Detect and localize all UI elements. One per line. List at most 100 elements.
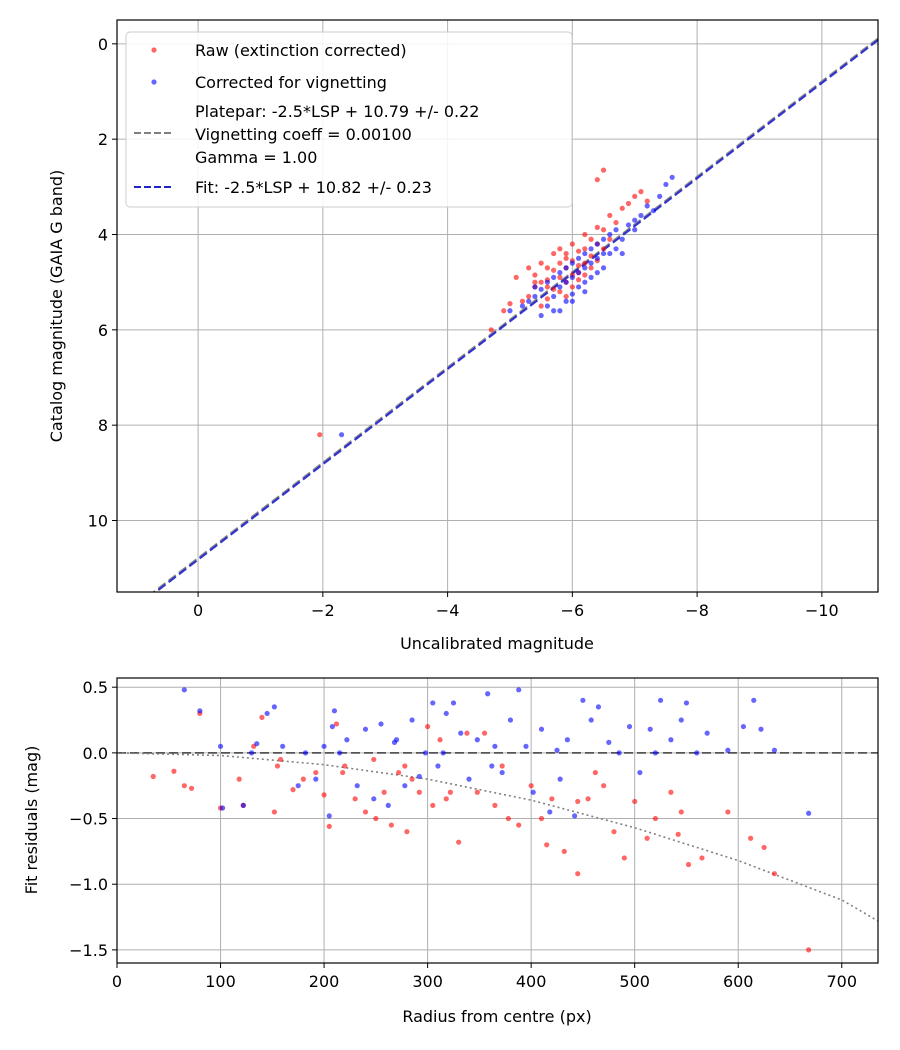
- top-point-corrected: [569, 298, 575, 304]
- top-point-corrected: [638, 212, 644, 219]
- bottom-point-corrected: [458, 730, 464, 736]
- bottom-point-raw: [611, 829, 617, 835]
- bottom-point-raw: [171, 768, 177, 774]
- bottom-point-corrected: [435, 763, 441, 769]
- top-point-raw: [588, 236, 594, 242]
- bottom-x-axis-label: Radius from centre (px): [402, 1007, 591, 1026]
- top-point-raw: [625, 200, 632, 207]
- bottom-point-raw: [437, 737, 443, 743]
- bottom-point-raw: [516, 822, 522, 828]
- top-point-corrected: [613, 227, 619, 233]
- bottom-point-corrected: [580, 697, 586, 703]
- bottom-point-raw: [236, 776, 242, 782]
- bottom-point-corrected: [740, 723, 747, 730]
- bottom-point-raw: [340, 769, 346, 776]
- top-point-raw: [532, 272, 538, 278]
- bottom-point-corrected: [557, 776, 563, 782]
- bottom-point-corrected: [647, 726, 653, 732]
- top-point-corrected: [613, 246, 619, 252]
- top-point-raw: [317, 432, 323, 438]
- bottom-point-raw: [699, 855, 705, 861]
- top-point-corrected: [526, 298, 532, 304]
- bottom-x-tick-label: 300: [412, 972, 443, 991]
- bottom-x-tick-label: 400: [516, 972, 547, 991]
- bottom-point-corrected: [668, 737, 674, 743]
- bottom-point-raw: [685, 861, 692, 868]
- bottom-point-corrected: [378, 721, 384, 727]
- bottom-point-raw: [549, 796, 555, 802]
- bottom-y-tick-label: −1.5: [69, 941, 108, 960]
- top-x-tick-label: 0: [193, 601, 203, 620]
- top-point-raw: [607, 212, 613, 219]
- bottom-point-raw: [443, 796, 449, 802]
- bottom-point-corrected: [416, 773, 422, 780]
- bottom-point-raw: [321, 792, 327, 798]
- bottom-point-raw: [259, 714, 265, 721]
- bottom-point-raw: [402, 763, 408, 769]
- top-point-raw: [526, 293, 532, 300]
- bottom-x-tick-label: 0: [112, 972, 122, 991]
- top-x-axis-label: Uncalibrated magnitude: [400, 634, 594, 653]
- top-point-raw: [582, 260, 588, 266]
- legend-label-platepar-line-3: Gamma = 1.00: [195, 148, 317, 167]
- top-point-corrected: [569, 291, 575, 297]
- bottom-point-raw: [274, 763, 281, 769]
- top-point-corrected: [600, 250, 607, 257]
- bottom-point-raw: [300, 776, 306, 782]
- bottom-point-raw: [771, 871, 778, 877]
- bottom-point-corrected: [402, 783, 408, 789]
- top-x-tick-label: −2: [311, 601, 335, 620]
- top-y-tick-label: 10: [88, 512, 108, 531]
- bottom-point-corrected: [626, 723, 633, 730]
- top-point-corrected: [557, 308, 563, 314]
- bottom-point-corrected: [443, 710, 449, 717]
- top-point-corrected: [563, 279, 569, 285]
- top-point-raw: [544, 284, 551, 290]
- top-point-corrected: [532, 293, 538, 300]
- top-point-raw: [544, 296, 551, 302]
- bottom-point-raw: [492, 802, 498, 808]
- top-point-raw: [600, 167, 607, 173]
- bottom-point-raw: [188, 785, 195, 791]
- bottom-point-corrected: [344, 737, 350, 743]
- top-point-raw: [551, 267, 557, 273]
- bottom-point-raw: [621, 855, 627, 861]
- calibration-plot: 0 −2 −4 −6 −8 −10 0 2 4 6 8 10 Uncalibrated magnitu…: [47, 19, 879, 653]
- bottom-point-corrected: [329, 723, 335, 730]
- bottom-point-corrected: [516, 687, 522, 693]
- top-point-corrected: [588, 274, 594, 280]
- bottom-point-corrected: [326, 813, 332, 819]
- bottom-point-raw: [592, 769, 598, 776]
- bottom-point-corrected: [371, 796, 377, 802]
- bottom-point-corrected: [313, 776, 319, 782]
- bottom-point-corrected: [595, 704, 602, 710]
- top-point-corrected: [551, 308, 557, 314]
- top-axes-frame: [116, 19, 879, 593]
- bottom-ticks: 0 100 200 300 400 500 600 700 0.5 0.0 −0.5 −1.0 −1.5: [69, 678, 857, 991]
- bottom-point-raw: [585, 796, 591, 802]
- top-point-raw: [538, 279, 544, 285]
- top-point-raw: [532, 279, 538, 285]
- bottom-point-raw: [416, 789, 422, 795]
- top-point-corrected: [632, 217, 638, 223]
- bottom-point-raw: [313, 769, 319, 776]
- bottom-point-corrected: [564, 737, 570, 743]
- bottom-point-raw: [333, 721, 340, 727]
- top-point-raw: [557, 246, 563, 252]
- top-point-corrected: [594, 255, 600, 261]
- bottom-point-corrected: [704, 730, 710, 736]
- top-point-raw: [557, 274, 563, 280]
- top-point-raw: [519, 298, 526, 304]
- top-point-corrected: [338, 432, 345, 438]
- top-point-raw: [613, 219, 619, 226]
- bottom-point-corrected: [450, 700, 457, 706]
- top-point-raw: [619, 205, 625, 211]
- bottom-point-raw: [409, 776, 415, 782]
- top-point-raw: [538, 260, 544, 266]
- top-point-raw: [582, 272, 588, 278]
- bottom-point-raw: [464, 730, 470, 736]
- bottom-point-corrected: [321, 743, 327, 749]
- bottom-point-raw: [761, 844, 767, 851]
- bottom-point-corrected: [240, 802, 246, 808]
- top-point-raw: [563, 255, 569, 261]
